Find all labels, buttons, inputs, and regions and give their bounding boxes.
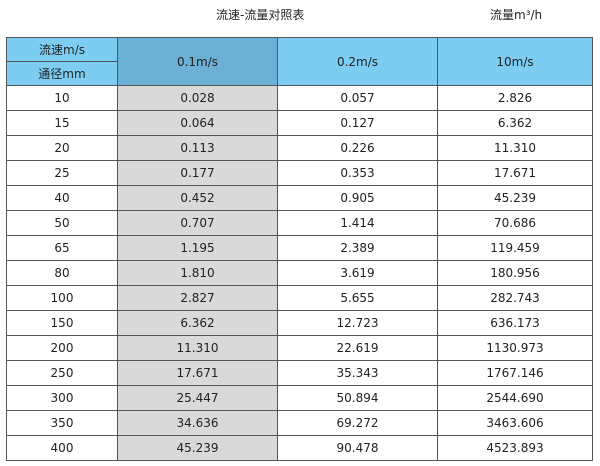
flow-cell: 0.064: [117, 110, 278, 136]
table-row: 80 1.810 3.619 180.956: [6, 260, 593, 286]
flow-cell: 35.343: [277, 360, 438, 386]
table-row: 100 2.827 5.655 282.743: [6, 285, 593, 311]
diameter-cell: 15: [6, 110, 118, 136]
diameter-cell: 100: [6, 285, 118, 311]
diameter-cell: 50: [6, 210, 118, 236]
diameter-cell: 25: [6, 160, 118, 186]
diameter-header: 通径mm: [6, 61, 118, 86]
table-row: 10 0.028 0.057 2.826: [6, 85, 593, 111]
flow-cell: 1130.973: [437, 335, 593, 361]
flow-table: 流速m/s 0.1m/s 0.2m/s 10m/s 通径mm 10 0.028 0.…: [6, 37, 593, 461]
flow-cell: 12.723: [277, 310, 438, 336]
flow-cell: 2.827: [117, 285, 278, 311]
diameter-cell: 80: [6, 260, 118, 286]
table-row: 50 0.707 1.414 70.686: [6, 210, 593, 236]
table-row: 25 0.177 0.353 17.671: [6, 160, 593, 186]
flow-cell: 2.389: [277, 235, 438, 261]
flow-cell: 45.239: [117, 435, 278, 461]
column-header: 0.2m/s: [277, 37, 438, 86]
diameter-cell: 150: [6, 310, 118, 336]
flow-cell: 180.956: [437, 260, 593, 286]
flow-cell: 17.671: [437, 160, 593, 186]
flow-cell: 636.173: [437, 310, 593, 336]
flow-cell: 3463.606: [437, 410, 593, 436]
flow-cell: 0.127: [277, 110, 438, 136]
flow-cell: 1767.146: [437, 360, 593, 386]
unit-label: 流量m³/h: [490, 8, 543, 22]
flow-cell: 0.707: [117, 210, 278, 236]
diameter-cell: 200: [6, 335, 118, 361]
table-row: 300 25.447 50.894 2544.690: [6, 385, 593, 411]
column-header: 0.1m/s: [117, 37, 278, 86]
table-row: 65 1.195 2.389 119.459: [6, 235, 593, 261]
flow-cell: 2544.690: [437, 385, 593, 411]
table-title: 流速-流量对照表: [216, 8, 305, 22]
flow-cell: 0.057: [277, 85, 438, 111]
flow-cell: 0.113: [117, 135, 278, 161]
flow-cell: 11.310: [437, 135, 593, 161]
flow-cell: 3.619: [277, 260, 438, 286]
flow-cell: 119.459: [437, 235, 593, 261]
flow-cell: 11.310: [117, 335, 278, 361]
flow-cell: 17.671: [117, 360, 278, 386]
flow-cell: 0.353: [277, 160, 438, 186]
flow-cell: 4523.893: [437, 435, 593, 461]
flow-cell: 282.743: [437, 285, 593, 311]
flow-cell: 70.686: [437, 210, 593, 236]
diameter-cell: 300: [6, 385, 118, 411]
diameter-cell: 20: [6, 135, 118, 161]
flow-cell: 25.447: [117, 385, 278, 411]
flow-cell: 5.655: [277, 285, 438, 311]
flow-cell: 1.810: [117, 260, 278, 286]
flow-cell: 0.028: [117, 85, 278, 111]
flow-cell: 0.452: [117, 185, 278, 211]
table-row: 20 0.113 0.226 11.310: [6, 135, 593, 161]
flow-cell: 0.905: [277, 185, 438, 211]
diameter-cell: 400: [6, 435, 118, 461]
flow-cell: 90.478: [277, 435, 438, 461]
table-row: 400 45.239 90.478 4523.893: [6, 435, 593, 461]
table-row: 150 6.362 12.723 636.173: [6, 310, 593, 336]
diameter-cell: 65: [6, 235, 118, 261]
flow-cell: 69.272: [277, 410, 438, 436]
table-row: 350 34.636 69.272 3463.606: [6, 410, 593, 436]
table-row: 200 11.310 22.619 1130.973: [6, 335, 593, 361]
flow-cell: 0.177: [117, 160, 278, 186]
velocity-header: 流速m/s: [6, 37, 118, 62]
flow-cell: 2.826: [437, 85, 593, 111]
table-row: 40 0.452 0.905 45.239: [6, 185, 593, 211]
table-row: 15 0.064 0.127 6.362: [6, 110, 593, 136]
diameter-cell: 40: [6, 185, 118, 211]
table-row: 250 17.671 35.343 1767.146: [6, 360, 593, 386]
flow-cell: 0.226: [277, 135, 438, 161]
flow-cell: 6.362: [437, 110, 593, 136]
flow-cell: 34.636: [117, 410, 278, 436]
diameter-cell: 10: [6, 85, 118, 111]
column-header: 10m/s: [437, 37, 593, 86]
flow-cell: 1.195: [117, 235, 278, 261]
diameter-cell: 250: [6, 360, 118, 386]
flow-cell: 22.619: [277, 335, 438, 361]
flow-cell: 1.414: [277, 210, 438, 236]
diameter-cell: 350: [6, 410, 118, 436]
flow-cell: 50.894: [277, 385, 438, 411]
flow-cell: 45.239: [437, 185, 593, 211]
flow-cell: 6.362: [117, 310, 278, 336]
